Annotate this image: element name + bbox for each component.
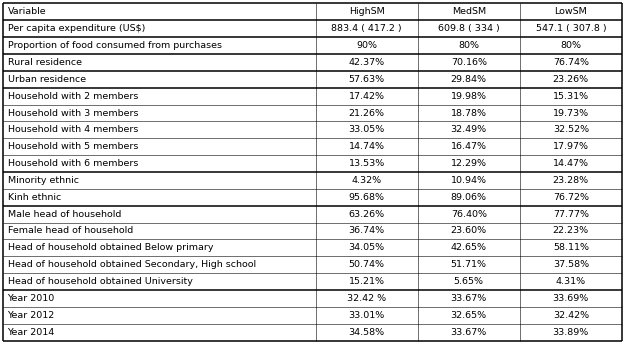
Text: 32.65%: 32.65% xyxy=(451,311,487,320)
Text: 21.26%: 21.26% xyxy=(349,108,384,118)
Text: 18.78%: 18.78% xyxy=(451,108,487,118)
Text: 19.98%: 19.98% xyxy=(451,92,487,101)
Text: Household with 6 members: Household with 6 members xyxy=(8,159,138,168)
Text: LowSM: LowSM xyxy=(554,7,588,17)
Text: 23.60%: 23.60% xyxy=(451,226,487,236)
Text: 77.77%: 77.77% xyxy=(553,209,589,219)
Text: 17.97%: 17.97% xyxy=(553,142,589,151)
Text: 89.06%: 89.06% xyxy=(451,193,487,202)
Text: 15.31%: 15.31% xyxy=(552,92,589,101)
Text: Rural residence: Rural residence xyxy=(8,58,81,67)
Text: Female head of household: Female head of household xyxy=(8,226,132,236)
Text: 58.11%: 58.11% xyxy=(553,243,589,252)
Text: 10.94%: 10.94% xyxy=(451,176,487,185)
Text: 16.47%: 16.47% xyxy=(451,142,487,151)
Text: Household with 4 members: Household with 4 members xyxy=(8,125,138,135)
Text: Year 2012: Year 2012 xyxy=(8,311,55,320)
Text: Head of household obtained Secondary, High school: Head of household obtained Secondary, Hi… xyxy=(8,260,256,269)
Text: Urban residence: Urban residence xyxy=(8,75,86,84)
Text: MedSM: MedSM xyxy=(452,7,486,17)
Text: 14.47%: 14.47% xyxy=(553,159,589,168)
Text: Male head of household: Male head of household xyxy=(8,209,121,219)
Text: 5.65%: 5.65% xyxy=(454,277,484,286)
Text: 76.72%: 76.72% xyxy=(553,193,589,202)
Text: 29.84%: 29.84% xyxy=(451,75,487,84)
Text: 33.67%: 33.67% xyxy=(451,294,487,303)
Text: 63.26%: 63.26% xyxy=(349,209,385,219)
Text: 50.74%: 50.74% xyxy=(349,260,384,269)
Text: 32.42%: 32.42% xyxy=(552,311,589,320)
Text: 17.42%: 17.42% xyxy=(349,92,384,101)
Text: 33.05%: 33.05% xyxy=(349,125,385,135)
Text: 90%: 90% xyxy=(356,41,377,50)
Text: 4.32%: 4.32% xyxy=(352,176,382,185)
Text: 36.74%: 36.74% xyxy=(349,226,385,236)
Text: 15.21%: 15.21% xyxy=(349,277,384,286)
Text: HighSM: HighSM xyxy=(349,7,384,17)
Text: 12.29%: 12.29% xyxy=(451,159,487,168)
Text: 22.23%: 22.23% xyxy=(552,226,589,236)
Text: 80%: 80% xyxy=(561,41,581,50)
Text: 547.1 ( 307.8 ): 547.1 ( 307.8 ) xyxy=(536,24,606,33)
Text: 23.28%: 23.28% xyxy=(552,176,589,185)
Text: 19.73%: 19.73% xyxy=(552,108,589,118)
Text: 32.52%: 32.52% xyxy=(552,125,589,135)
Text: 33.67%: 33.67% xyxy=(451,327,487,337)
Text: 70.16%: 70.16% xyxy=(451,58,487,67)
Text: 37.58%: 37.58% xyxy=(552,260,589,269)
Text: 4.31%: 4.31% xyxy=(556,277,586,286)
Text: 13.53%: 13.53% xyxy=(349,159,385,168)
Text: Per capita expenditure (US$): Per capita expenditure (US$) xyxy=(8,24,145,33)
Text: 14.74%: 14.74% xyxy=(349,142,384,151)
Text: Proportion of food consumed from purchases: Proportion of food consumed from purchas… xyxy=(8,41,221,50)
Text: Year 2014: Year 2014 xyxy=(8,327,55,337)
Text: 51.71%: 51.71% xyxy=(451,260,487,269)
Text: Year 2010: Year 2010 xyxy=(8,294,55,303)
Text: 883.4 ( 417.2 ): 883.4 ( 417.2 ) xyxy=(331,24,402,33)
Text: Head of household obtained University: Head of household obtained University xyxy=(8,277,192,286)
Text: 34.05%: 34.05% xyxy=(349,243,385,252)
Text: Household with 3 members: Household with 3 members xyxy=(8,108,138,118)
Text: 42.65%: 42.65% xyxy=(451,243,487,252)
Text: Variable: Variable xyxy=(8,7,46,17)
Text: Head of household obtained Below primary: Head of household obtained Below primary xyxy=(8,243,213,252)
Text: 80%: 80% xyxy=(458,41,479,50)
Text: 23.26%: 23.26% xyxy=(552,75,589,84)
Text: 95.68%: 95.68% xyxy=(349,193,384,202)
Text: 33.89%: 33.89% xyxy=(552,327,589,337)
Text: 609.8 ( 334 ): 609.8 ( 334 ) xyxy=(438,24,499,33)
Text: Kinh ethnic: Kinh ethnic xyxy=(8,193,61,202)
Text: 33.69%: 33.69% xyxy=(552,294,589,303)
Text: 42.37%: 42.37% xyxy=(349,58,385,67)
Text: Minority ethnic: Minority ethnic xyxy=(8,176,79,185)
Text: 57.63%: 57.63% xyxy=(349,75,385,84)
Text: 32.49%: 32.49% xyxy=(451,125,487,135)
Text: Household with 2 members: Household with 2 members xyxy=(8,92,138,101)
Text: 76.74%: 76.74% xyxy=(553,58,589,67)
Text: 34.58%: 34.58% xyxy=(349,327,385,337)
Text: 32.42 %: 32.42 % xyxy=(347,294,386,303)
Text: 33.01%: 33.01% xyxy=(349,311,385,320)
Text: 76.40%: 76.40% xyxy=(451,209,487,219)
Text: Household with 5 members: Household with 5 members xyxy=(8,142,138,151)
